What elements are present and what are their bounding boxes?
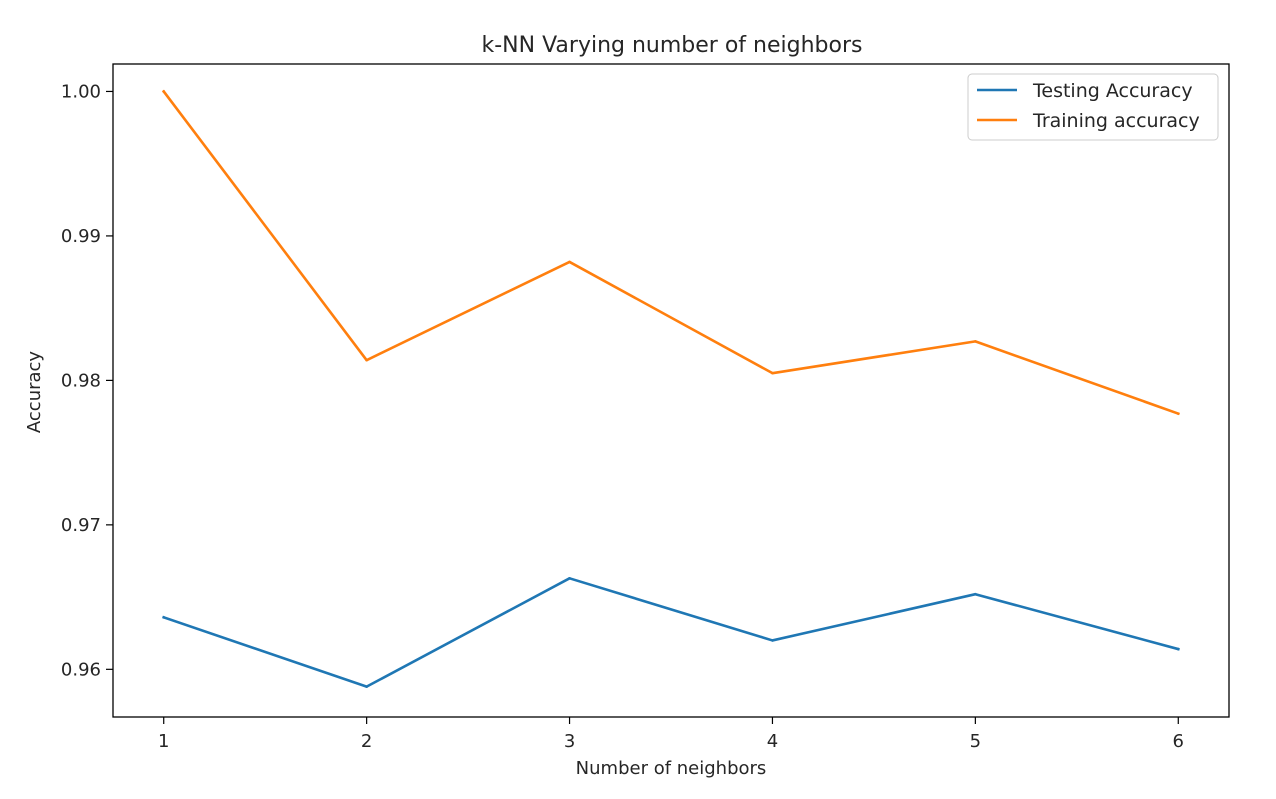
data-point	[365, 358, 368, 362]
x-tick-label: 2	[361, 731, 372, 752]
x-tick-label: 5	[970, 731, 981, 752]
legend-label: Testing Accuracy	[1032, 80, 1193, 102]
x-tick-label: 1	[158, 731, 169, 752]
series-line-1	[161, 89, 1180, 416]
chart-title: k-NN Varying number of neighbors	[482, 33, 863, 58]
series-lines	[161, 89, 1180, 688]
data-point	[1176, 412, 1180, 415]
data-point	[162, 616, 166, 619]
axes: 1 2 3 4 5 6 0.96 0.97 0.98 0.99 1.00	[61, 81, 1184, 752]
data-point	[162, 90, 166, 93]
y-tick-label: 0.97	[61, 515, 101, 536]
x-tick-label: 6	[1173, 731, 1184, 752]
x-axis-title: Number of neighbors	[576, 758, 767, 779]
data-point	[771, 371, 774, 375]
y-tick-label: 0.96	[61, 659, 101, 680]
legend-box	[967, 73, 1219, 141]
x-tick-label: 4	[767, 731, 778, 752]
data-point	[1176, 647, 1180, 651]
y-tick-label: 0.98	[61, 370, 101, 391]
y-axis-title: Accuracy	[24, 351, 45, 434]
y-tick-label: 1.00	[61, 81, 101, 102]
data-point	[365, 685, 368, 688]
data-point	[974, 340, 977, 343]
legend-label: Training accuracy	[1032, 110, 1200, 132]
data-point	[568, 260, 571, 264]
series-line-0	[162, 577, 1180, 688]
plot-frame	[112, 63, 1230, 718]
data-point	[568, 577, 571, 580]
x-tick-label: 3	[564, 731, 575, 752]
legend: Testing Accuracy Training accuracy	[967, 73, 1219, 141]
data-point	[771, 639, 774, 642]
y-tick-label: 0.99	[61, 226, 101, 247]
data-point	[974, 592, 977, 596]
